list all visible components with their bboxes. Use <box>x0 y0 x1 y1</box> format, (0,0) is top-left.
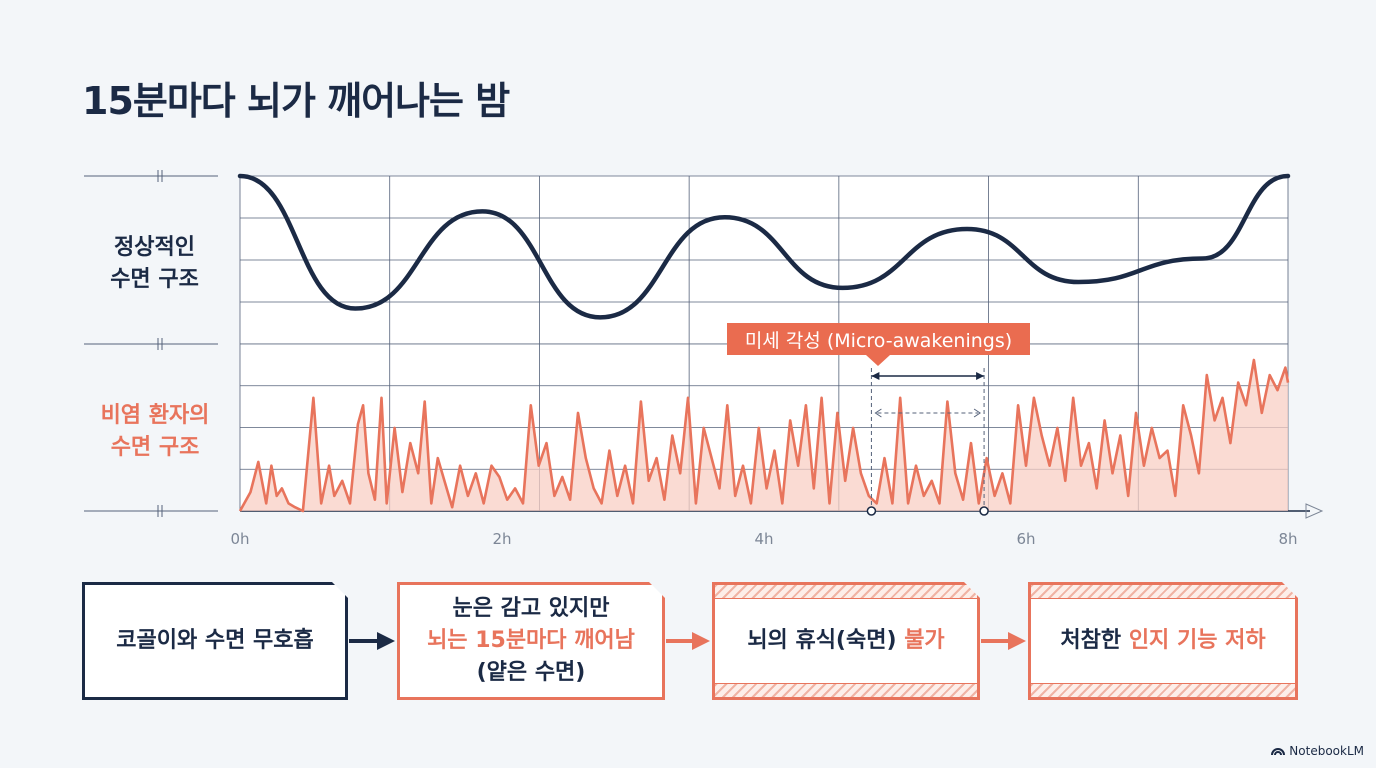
arrow-left-icon <box>871 372 880 380</box>
x-tick-label: 4h <box>754 530 773 548</box>
flow-step-brain-wakes: 눈은 감고 있지만 뇌는 15분마다 깨어남 (얕은 수면) <box>397 582 665 700</box>
flow-step-no-deep-rest: 뇌의 휴식(숙면) 불가 <box>712 582 980 700</box>
annotation-marker <box>866 506 877 516</box>
sleep-chart: 0h 2h 4h 6h 8h <box>84 170 1324 548</box>
apnea-sleep-area <box>240 360 1288 511</box>
flow-step-3-accent: 불가 <box>904 628 945 654</box>
micro-awakening-callout: 미세 각성 (Micro-awakenings) <box>727 323 1030 355</box>
apnea-sleep-line <box>238 358 1290 513</box>
brand-name: NotebookLM <box>1289 744 1364 758</box>
normal-sleep-label-line-1: 정상적인 <box>114 235 195 260</box>
flow-step-3-text: 뇌의 휴식(숙면) <box>747 628 905 654</box>
x-axis-ticks: 0h 2h 4h 6h 8h <box>230 530 1297 548</box>
flow-arrow-3 <box>981 632 1026 650</box>
normal-sleep-line <box>237 173 1291 320</box>
normal-sleep-series <box>237 173 1291 320</box>
flow-step-4-text: 처참한 <box>1060 628 1129 654</box>
brand-watermark: NotebookLM <box>1271 744 1364 758</box>
flow-arrow-2 <box>666 632 710 650</box>
apnea-sleep-series <box>238 358 1290 513</box>
flow-step-2-line-2: 뇌는 15분마다 깨어남 <box>427 628 635 654</box>
flow-step-2-line-3: (얕은 수면) <box>476 659 586 685</box>
flow-step-1-text: 코골이와 수면 무호흡 <box>116 628 314 654</box>
x-tick-label: 8h <box>1278 530 1297 548</box>
x-tick-label: 2h <box>492 530 511 548</box>
hatch-bottom <box>715 683 977 697</box>
flow-step-cognitive-decline: 처참한 인지 기능 저하 <box>1028 582 1298 700</box>
flow-step-2-line-1: 눈은 감고 있지만 <box>452 596 610 622</box>
hatch-top <box>1031 585 1295 599</box>
apnea-sleep-label-line-2: 수면 구조 <box>110 434 200 460</box>
annotation-marker <box>979 506 989 516</box>
x-tick-label: 6h <box>1016 530 1035 548</box>
flow-step-4-accent: 인지 기능 저하 <box>1128 628 1266 654</box>
normal-sleep-label: 정상적인 수면 구조 <box>92 232 217 296</box>
hatch-bottom <box>1031 683 1295 697</box>
notebooklm-icon <box>1271 748 1286 756</box>
x-tick-label: 0h <box>230 530 249 548</box>
flow-step-snoring: 코골이와 수면 무호흡 <box>82 582 348 700</box>
apnea-sleep-label-line-1: 비염 환자의 <box>100 403 210 428</box>
micro-awakening-annotation <box>866 368 989 516</box>
flow-arrow-1 <box>349 632 395 650</box>
page-title: 15분마다 뇌가 깨어나는 밤 <box>82 79 510 123</box>
arrow-right-icon <box>976 372 985 380</box>
apnea-sleep-label: 비염 환자의 수면 구조 <box>80 400 230 464</box>
hatch-top <box>715 585 977 599</box>
x-axis-arrow-icon <box>1305 503 1324 519</box>
normal-sleep-label-line-2: 수면 구조 <box>110 266 199 292</box>
dashed-arrow-right-icon <box>973 408 981 418</box>
dashed-arrow-left-icon <box>874 408 882 418</box>
callout-pointer <box>866 355 890 366</box>
